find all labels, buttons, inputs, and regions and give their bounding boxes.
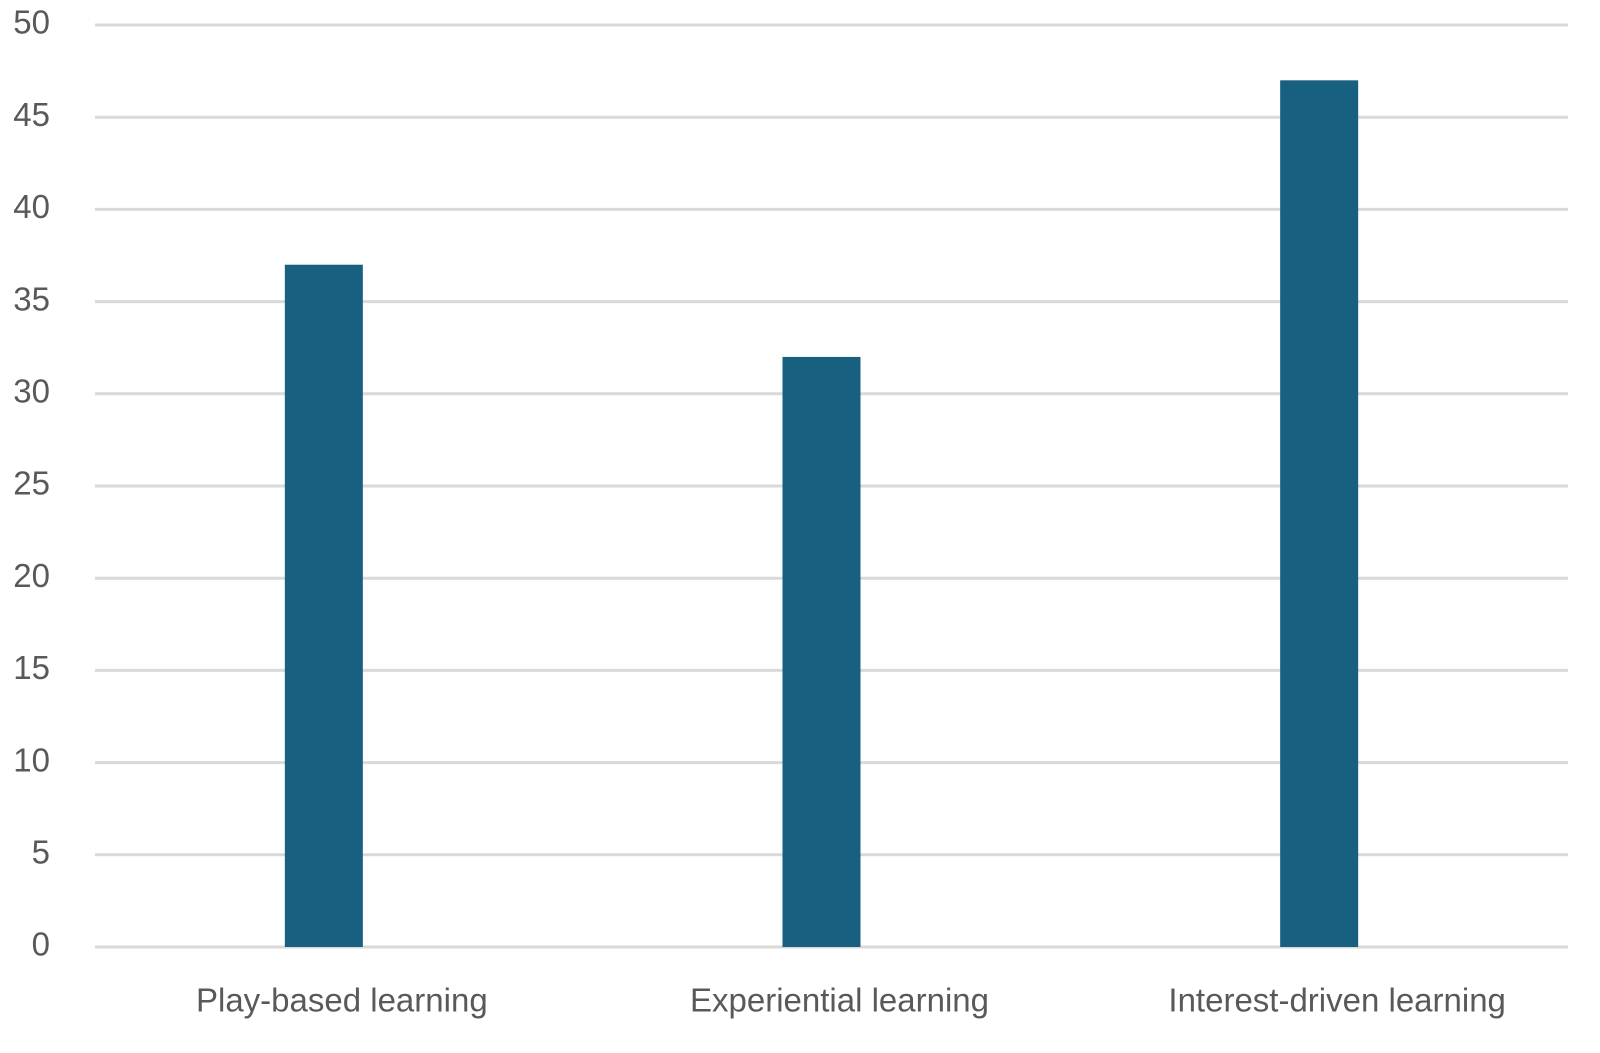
y-tick-label: 35 — [13, 280, 50, 317]
y-tick-label: 5 — [32, 834, 50, 871]
bar — [782, 356, 861, 947]
x-tick-label: Interest-driven learning — [1168, 982, 1506, 1019]
x-tick-label: Experiential learning — [690, 982, 989, 1019]
y-tick-label: 25 — [13, 465, 50, 502]
y-tick-label: 0 — [32, 926, 50, 963]
y-tick-label: 40 — [13, 188, 50, 225]
x-tick-label: Play-based learning — [196, 982, 488, 1019]
bar — [284, 264, 363, 948]
y-tick-label: 50 — [13, 4, 50, 41]
y-tick-label: 15 — [13, 649, 50, 686]
y-tick-label: 30 — [13, 373, 50, 410]
y-tick-label: 45 — [13, 96, 50, 133]
y-tick-label: 20 — [13, 557, 50, 594]
y-tick-label: 10 — [13, 741, 50, 778]
bar — [1280, 80, 1359, 947]
